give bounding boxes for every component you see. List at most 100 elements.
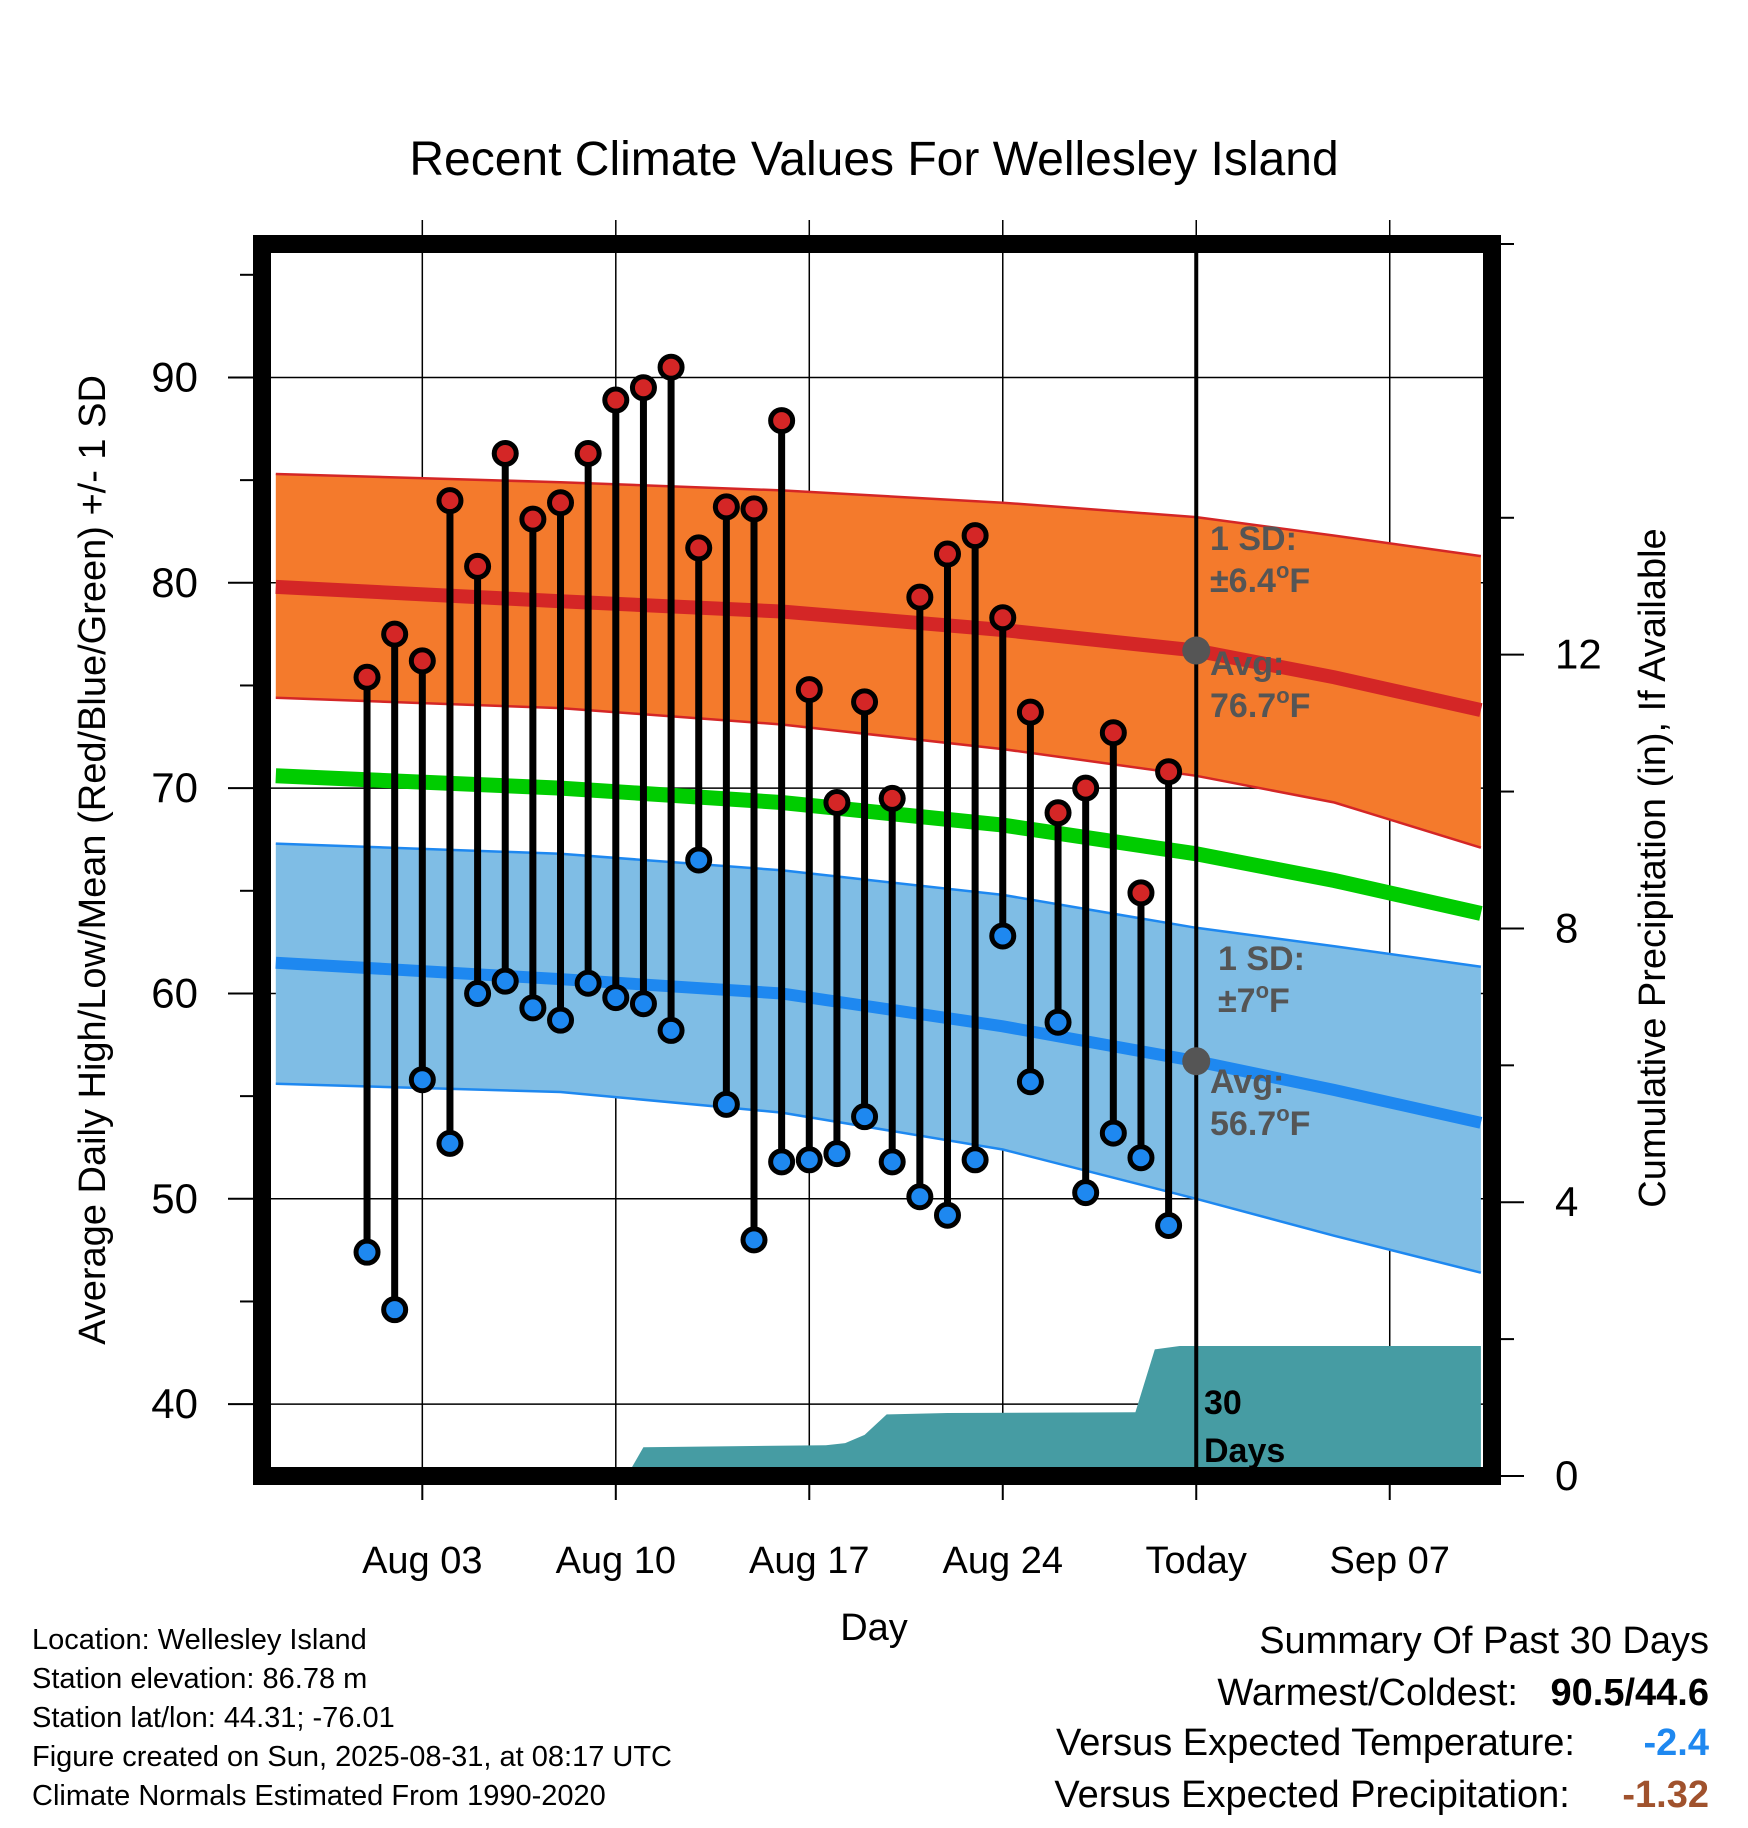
- low-temp-point: [795, 1146, 823, 1174]
- low-temp-point: [906, 1183, 934, 1211]
- high-temp-point: [768, 407, 796, 435]
- temp-versus-label: Versus Expected Temperature:: [1056, 1722, 1575, 1764]
- high-temp-point: [547, 489, 575, 517]
- high-temp-point: [989, 604, 1017, 632]
- plot-frame: [253, 235, 1501, 1485]
- high-temp-point: [851, 688, 879, 716]
- low-temp-point: [933, 1201, 961, 1229]
- low-temp-point: [768, 1148, 796, 1176]
- high-temp-point: [933, 540, 961, 568]
- low-temp-point: [1016, 1068, 1044, 1096]
- high-temp-point: [961, 522, 989, 550]
- low-temp-point: [353, 1238, 381, 1266]
- low-temp-point: [547, 1006, 575, 1034]
- high-temp-point: [353, 663, 381, 691]
- created-text: Figure created on Sun, 2025-08-31, at 08…: [32, 1741, 672, 1773]
- x-tick-label: Aug 10: [556, 1540, 676, 1582]
- high-temp-point: [464, 552, 492, 580]
- summary-warmest-coldest: Warmest/Coldest: 90.5/44.6: [1217, 1672, 1709, 1715]
- high-temp-point: [1155, 758, 1183, 786]
- precip-area: [626, 1346, 1481, 1476]
- high-temp-point: [878, 784, 906, 812]
- high-temp-point: [906, 583, 934, 611]
- high-temp-point: [657, 353, 685, 381]
- low-temp-point: [851, 1103, 879, 1131]
- high-sd-value: ±6.4oF: [1210, 558, 1310, 600]
- x-tick-label: Today: [1146, 1540, 1247, 1582]
- y2-tick-label: 12: [1555, 631, 1602, 678]
- precip-versus-label: Versus Expected Precipitation:: [1054, 1774, 1570, 1816]
- low-temp-point: [823, 1140, 851, 1168]
- low-temp-point: [961, 1146, 989, 1174]
- high-temp-point: [436, 487, 464, 515]
- low-sd-label: 1 SD:: [1218, 940, 1305, 978]
- normal-bands: [275, 472, 1483, 1274]
- latlon-text: Station lat/lon: 44.31; -76.01: [32, 1702, 395, 1734]
- high-temp-point: [740, 495, 768, 523]
- high-sd-band: [275, 474, 1481, 848]
- precip-versus-value: -1.32: [1622, 1774, 1709, 1816]
- low-avg-value: 56.7oF: [1210, 1101, 1310, 1143]
- low-temp-point: [685, 846, 713, 874]
- low-temp-point: [989, 922, 1017, 950]
- low-temp-point: [574, 969, 602, 997]
- high-temp-point: [712, 493, 740, 521]
- warmest-coldest-value: 90.5/44.6: [1550, 1672, 1709, 1714]
- x-tick-label: Aug 03: [362, 1540, 482, 1582]
- high-temp-point: [1016, 698, 1044, 726]
- y2-axis-label: Cumulative Precipitation (in), If Availa…: [1632, 528, 1674, 1207]
- low-temp-point: [740, 1226, 768, 1254]
- low-temp-point: [519, 994, 547, 1022]
- high-temp-point: [1099, 719, 1127, 747]
- today-low-avg-marker: [1182, 1047, 1211, 1076]
- low-temp-point: [657, 1016, 685, 1044]
- low-avg-label: Avg:: [1210, 1063, 1284, 1101]
- high-temp-point: [408, 647, 436, 675]
- axis-ticks: Aug 03 Aug 10 Aug 17 Aug 24 Today Sep 0740506…: [151, 243, 1602, 1582]
- low-temp-point: [1044, 1008, 1072, 1036]
- summary-title: Summary Of Past 30 Days: [1259, 1620, 1709, 1662]
- high-temp-point: [1072, 774, 1100, 802]
- summary-temperature: Versus Expected Temperature: -2.4: [1056, 1722, 1709, 1765]
- precip-days-label: Days: [1204, 1432, 1285, 1470]
- y-tick-label: 70: [151, 764, 198, 811]
- chart-title: Recent Climate Values For Wellesley Isla…: [409, 133, 1338, 186]
- low-temp-point: [712, 1090, 740, 1118]
- x-axis-label: Day: [840, 1607, 908, 1649]
- x-tick-label: Aug 17: [749, 1540, 869, 1582]
- normals-note-text: Climate Normals Estimated From 1990-2020: [32, 1780, 606, 1812]
- low-temp-point: [602, 984, 630, 1012]
- temp-versus-value: -2.4: [1643, 1722, 1709, 1764]
- low-temp-point: [491, 967, 519, 995]
- precipitation-area: [626, 1346, 1481, 1476]
- y-tick-label: 40: [151, 1380, 198, 1427]
- high-temp-point: [823, 789, 851, 817]
- x-tick-label: Aug 24: [943, 1540, 1063, 1582]
- high-temp-point: [381, 620, 409, 648]
- low-temp-point: [1072, 1179, 1100, 1207]
- high-temp-point: [795, 676, 823, 704]
- low-temp-point: [436, 1129, 464, 1157]
- today-high-avg-marker: [1182, 636, 1211, 665]
- low-temp-point: [1155, 1211, 1183, 1239]
- location-text: Location: Wellesley Island: [32, 1624, 367, 1656]
- high-temp-point: [574, 439, 602, 467]
- elevation-text: Station elevation: 86.78 m: [32, 1663, 368, 1695]
- observations: [353, 353, 1211, 1324]
- high-sd-label: 1 SD:: [1210, 520, 1297, 558]
- high-avg-value: 76.7oF: [1210, 683, 1310, 725]
- plot-border: [253, 235, 1501, 1485]
- y-tick-label: 50: [151, 1175, 198, 1222]
- y-tick-label: 90: [151, 353, 198, 400]
- y-tick-label: 80: [151, 559, 198, 606]
- high-temp-point: [1044, 799, 1072, 827]
- summary-precipitation: Versus Expected Precipitation: -1.32: [1054, 1774, 1709, 1817]
- high-avg-label: Avg:: [1210, 645, 1284, 683]
- y2-tick-label: 8: [1555, 904, 1578, 951]
- low-temp-point: [381, 1296, 409, 1324]
- high-band-upper-edge: [275, 472, 1482, 558]
- low-sd-value: ±7oF: [1218, 978, 1290, 1020]
- low-temp-point: [629, 990, 657, 1018]
